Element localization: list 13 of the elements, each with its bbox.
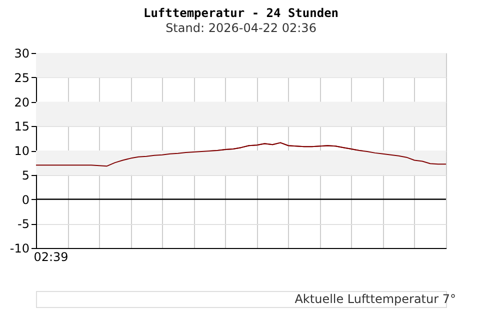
chart-subtitle: Stand: 2026-04-22 02:36	[166, 21, 316, 35]
y-tick-label: -10	[10, 242, 30, 256]
chart-title: Lufttemperatur - 24 Stunden	[143, 6, 339, 20]
text: 02:39	[34, 250, 68, 264]
text: Aktuelle Lufttemperatur 7°	[294, 292, 456, 306]
y-tick-label: 5	[22, 168, 30, 182]
y-tick-label: 25	[14, 70, 30, 85]
y-tick-label: 10	[14, 144, 30, 158]
y-tick-label: 15	[14, 120, 30, 134]
y-tick-label: 0	[22, 192, 30, 207]
y-tick-label: 20	[14, 95, 30, 110]
y-tick-label: -5	[18, 217, 30, 232]
y-tick-label: 30	[14, 46, 30, 60]
